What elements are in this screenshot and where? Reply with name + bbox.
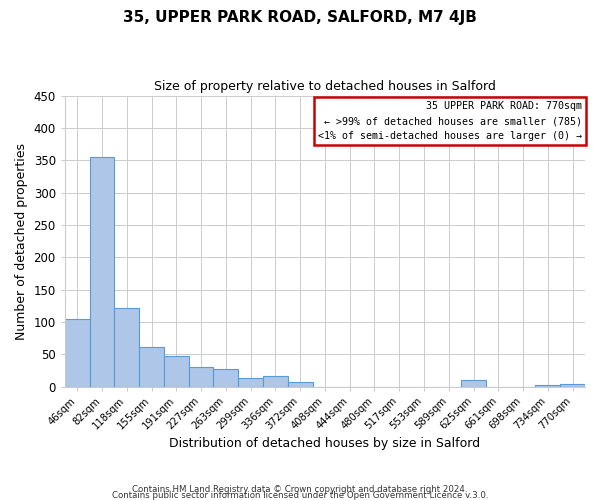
Bar: [65, 319, 89, 387]
Bar: [263, 376, 288, 387]
Bar: [535, 385, 560, 387]
Title: Size of property relative to detached houses in Salford: Size of property relative to detached ho…: [154, 80, 496, 93]
Text: 35 UPPER PARK ROAD: 770sqm
← >99% of detached houses are smaller (785)
<1% of se: 35 UPPER PARK ROAD: 770sqm ← >99% of det…: [319, 102, 583, 141]
X-axis label: Distribution of detached houses by size in Salford: Distribution of detached houses by size …: [169, 437, 481, 450]
Bar: [139, 348, 164, 387]
Bar: [188, 368, 214, 387]
Bar: [214, 370, 238, 387]
Bar: [238, 378, 263, 387]
Bar: [115, 308, 139, 387]
Bar: [164, 356, 188, 387]
Text: Contains public sector information licensed under the Open Government Licence v.: Contains public sector information licen…: [112, 490, 488, 500]
Y-axis label: Number of detached properties: Number of detached properties: [15, 142, 28, 340]
Text: 35, UPPER PARK ROAD, SALFORD, M7 4JB: 35, UPPER PARK ROAD, SALFORD, M7 4JB: [123, 10, 477, 25]
Bar: [461, 380, 486, 387]
Bar: [560, 384, 585, 387]
Bar: [288, 382, 313, 387]
Text: Contains HM Land Registry data © Crown copyright and database right 2024.: Contains HM Land Registry data © Crown c…: [132, 484, 468, 494]
Bar: [89, 157, 115, 387]
